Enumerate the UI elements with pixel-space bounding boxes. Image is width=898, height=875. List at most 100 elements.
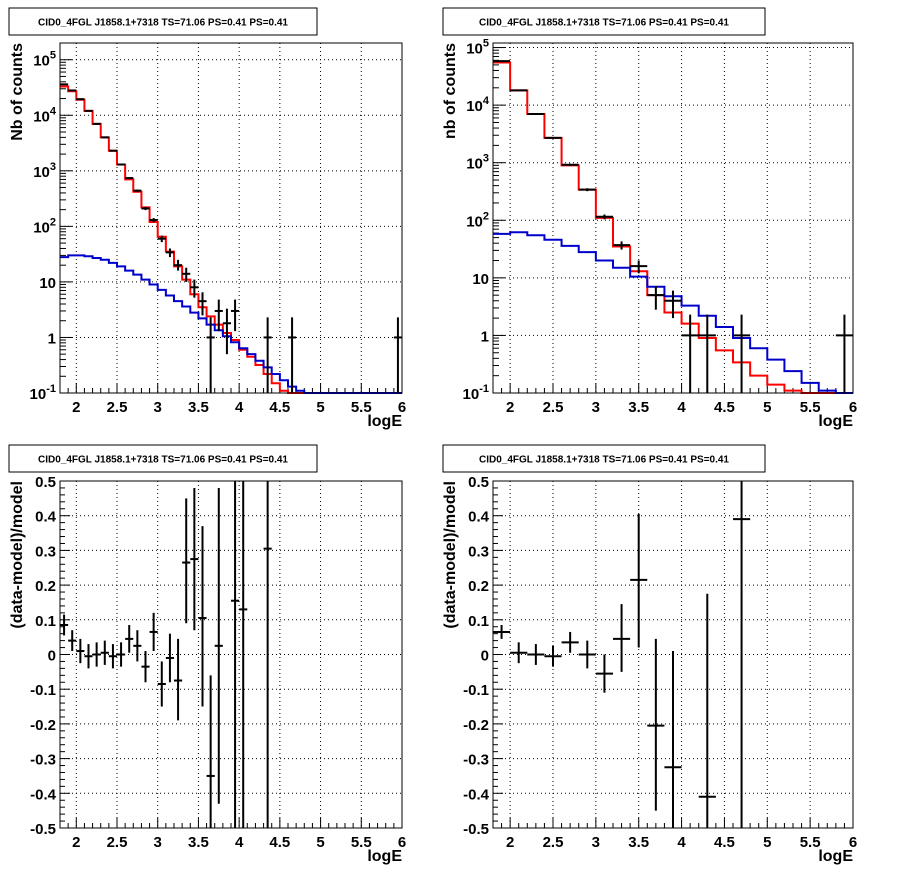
data-point [733,314,751,393]
x-tick-label: 4.5 [714,834,735,851]
x-axis-label: logE [818,848,853,865]
data-point [141,206,150,211]
chart-title: CID0_4FGL J1858.1+7318 TS=71.06 PS=0.41 … [479,455,729,466]
data-point [84,109,93,112]
x-tick-label: 2 [506,834,514,851]
x-tick-label: 5.5 [351,834,372,851]
data-point [222,308,231,355]
y-tick-label: 0.5 [35,474,56,491]
data-point [117,642,126,667]
x-tick-label: 4 [677,834,686,851]
data-point [182,267,191,282]
y-tick-label: -0.5 [30,821,56,838]
data-point [493,625,511,639]
x-tick-label: 5.5 [351,399,372,416]
y-tick-label: -0.2 [30,717,56,734]
y-tick-label: 0.4 [35,509,57,526]
y-tick-label: 0.1 [468,613,489,630]
data-point [613,604,631,672]
data-point [60,614,69,636]
x-tick-label: 4.5 [269,834,290,851]
x-tick-label: 2 [506,399,514,416]
data-point [198,526,207,707]
data-point [698,314,716,393]
y-tick-label: 1 [48,330,56,347]
data-point [393,317,402,393]
y-tick-label: 10 [39,275,56,292]
x-tick-label: 6 [398,399,406,416]
data-point [190,487,199,631]
x-tick-label: 3.5 [188,834,209,851]
plot-frame [59,42,403,394]
x-axis-label: logE [367,413,402,430]
y-tick-label: 103 [33,161,56,181]
data-point [100,640,109,665]
x-tick-label: 5 [763,399,771,416]
data-point [108,149,117,152]
y-tick-label: 102 [466,210,489,230]
data-point [92,642,101,667]
x-tick-label: 5 [316,399,324,416]
x-tick-label: 4.5 [714,399,735,416]
x-tick-label: 2.5 [543,399,564,416]
chart-title: CID0_4FGL J1858.1+7318 TS=71.06 PS=0.41 … [479,18,729,29]
data-point [510,89,528,92]
y-tick-label: 104 [33,105,57,125]
data-point [664,290,682,319]
data-point [231,481,240,828]
x-tick-label: 5.5 [800,399,821,416]
x-tick-label: 2 [72,834,80,851]
data-point [165,248,174,258]
x-tick-label: 3 [154,834,162,851]
y-tick-label: 0.1 [35,613,56,630]
y-tick-label: 0 [481,648,489,665]
chart-panel-top-right: CID0_4FGL J1858.1+7318 TS=71.06 PS=0.41 … [442,7,857,430]
data-point [214,487,223,804]
x-tick-label: 2.5 [107,834,128,851]
data-point [125,625,134,653]
data-point [68,630,77,652]
x-tick-label: 5 [316,834,324,851]
x-tick-label: 3.5 [188,399,209,416]
title-box [8,444,318,473]
x-tick-label: 6 [398,834,406,851]
x-tick-label: 5.5 [800,834,821,851]
data-point [595,654,613,693]
data-point [133,630,142,662]
x-tick-label: 3 [592,834,600,851]
title-box [8,7,318,36]
data-point [100,136,109,139]
y-axis-label: Nb of counts [9,43,26,141]
data-point [733,481,751,828]
data-point [578,640,596,669]
data-point [92,122,101,125]
data-point [630,513,648,648]
y-tick-label: 10-1 [463,383,489,403]
data-point [613,241,631,250]
x-tick-label: 3.5 [628,399,649,416]
data-point [231,299,240,332]
y-tick-label: 0.2 [35,578,56,595]
data-point [493,60,511,63]
x-tick-label: 3 [154,399,162,416]
data-point [125,177,134,180]
data-point [647,638,665,811]
data-point [84,644,93,669]
x-tick-label: 2.5 [107,399,128,416]
y-tick-label: 105 [466,38,489,58]
y-tick-label: -0.2 [463,717,489,734]
y-tick-label: 1 [481,328,489,345]
x-tick-label: 2 [72,399,80,416]
y-tick-label: -0.4 [463,786,490,803]
data-point [149,218,158,223]
data-point [157,235,166,243]
data-point [174,638,183,721]
y-tick-label: -0.3 [30,752,56,769]
data-point [190,279,199,298]
data-point [165,633,174,683]
data-point [664,651,682,828]
y-tick-label: 0.5 [468,474,489,491]
data-point [595,214,613,220]
data-point [60,83,69,86]
x-tick-label: 4 [235,834,244,851]
